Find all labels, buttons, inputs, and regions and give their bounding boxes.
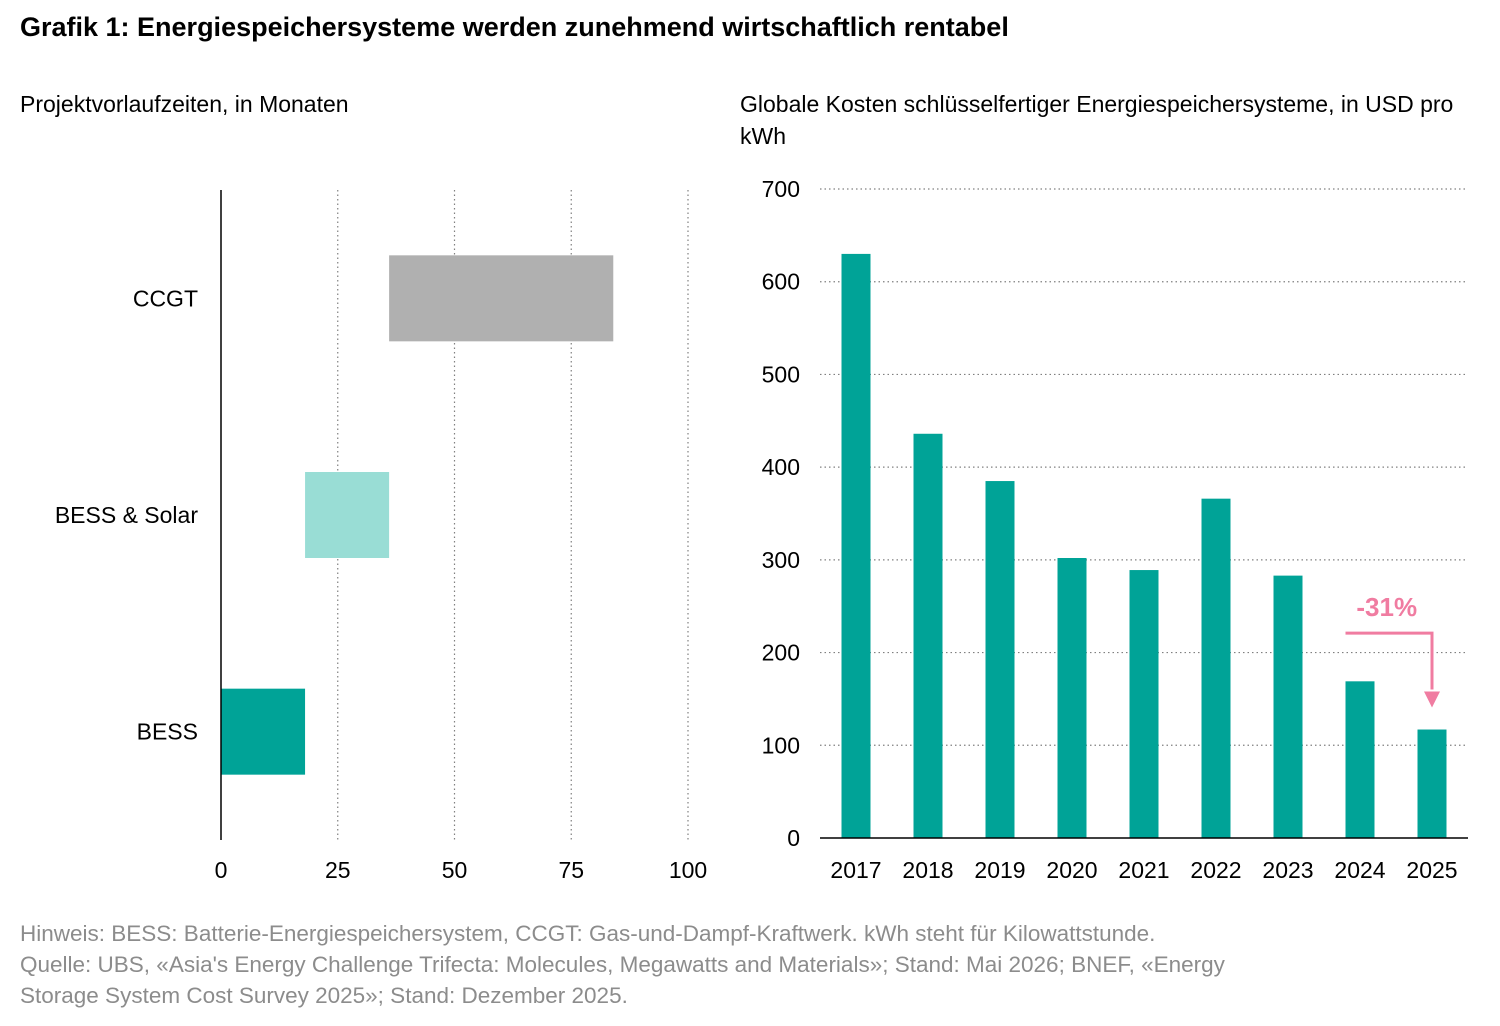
change-annotation-label: -31% — [1356, 592, 1417, 622]
cost-bar — [1057, 558, 1087, 838]
cost-bar — [985, 481, 1015, 838]
x-tick-label: 2023 — [1262, 857, 1313, 883]
cost-bar — [913, 433, 943, 838]
category-label: CCGT — [133, 285, 198, 311]
range-bar — [305, 472, 390, 558]
x-tick-label: 2017 — [830, 857, 881, 883]
x-tick-label: 2022 — [1190, 857, 1241, 883]
cost-bar — [841, 253, 871, 838]
y-tick-label: 0 — [787, 825, 800, 851]
cost-bar — [1129, 570, 1159, 838]
right-chart-title: Globale Kosten schlüsselfertiger Energie… — [740, 91, 1454, 149]
x-tick-label: 2021 — [1118, 857, 1169, 883]
cost-bar — [1345, 681, 1375, 838]
x-tick-label: 2024 — [1334, 857, 1385, 883]
cost-bar — [1201, 498, 1231, 838]
range-bar — [221, 688, 306, 775]
y-tick-label: 200 — [762, 640, 800, 666]
x-tick-label: 2018 — [902, 857, 953, 883]
x-tick-label: 2020 — [1046, 857, 1097, 883]
cost-bar — [1273, 575, 1303, 838]
y-tick-label: 300 — [762, 547, 800, 573]
y-tick-label: 100 — [762, 732, 800, 758]
lead-time-chart: 0 25 50 75 100 CCGT BESS & Solar BESS — [55, 190, 707, 883]
change-arrow-line — [1345, 631, 1434, 690]
x-tick-label: 100 — [669, 857, 707, 883]
y-tick-label: 400 — [762, 454, 800, 480]
footer-source: Quelle: UBS, «Asia's Energy Challenge Tr… — [20, 952, 1225, 977]
x-tick-label: 50 — [442, 857, 468, 883]
x-tick-label: 25 — [325, 857, 351, 883]
x-tick-label: 2019 — [974, 857, 1025, 883]
change-arrow-head — [1424, 691, 1440, 708]
footer-notes: Hinweis: BESS: Batterie-Energiespeichers… — [20, 918, 1460, 1011]
y-tick-label: 600 — [762, 269, 800, 295]
x-tick-label: 2025 — [1406, 857, 1457, 883]
y-tick-label: 700 — [762, 176, 800, 202]
x-tick-label: 75 — [558, 857, 584, 883]
cost-bar — [1417, 729, 1447, 838]
left-chart-title: Projektvorlaufzeiten, in Monaten — [20, 91, 349, 117]
y-tick-label: 500 — [762, 361, 800, 387]
cost-chart: 0 100 200 300 400 500 600 700 2017 2018 2019 2020 20… — [762, 176, 1468, 883]
range-bar — [389, 255, 614, 342]
footer-source-cont: Storage System Cost Survey 2025»; Stand:… — [20, 983, 628, 1008]
x-tick-label: 0 — [215, 857, 228, 883]
footer-note: Hinweis: BESS: Batterie-Energiespeichers… — [20, 921, 1156, 946]
category-label: BESS — [137, 719, 198, 745]
page-title: Grafik 1: Energiespeichersysteme werden … — [20, 12, 1009, 42]
category-label: BESS & Solar — [55, 502, 199, 528]
